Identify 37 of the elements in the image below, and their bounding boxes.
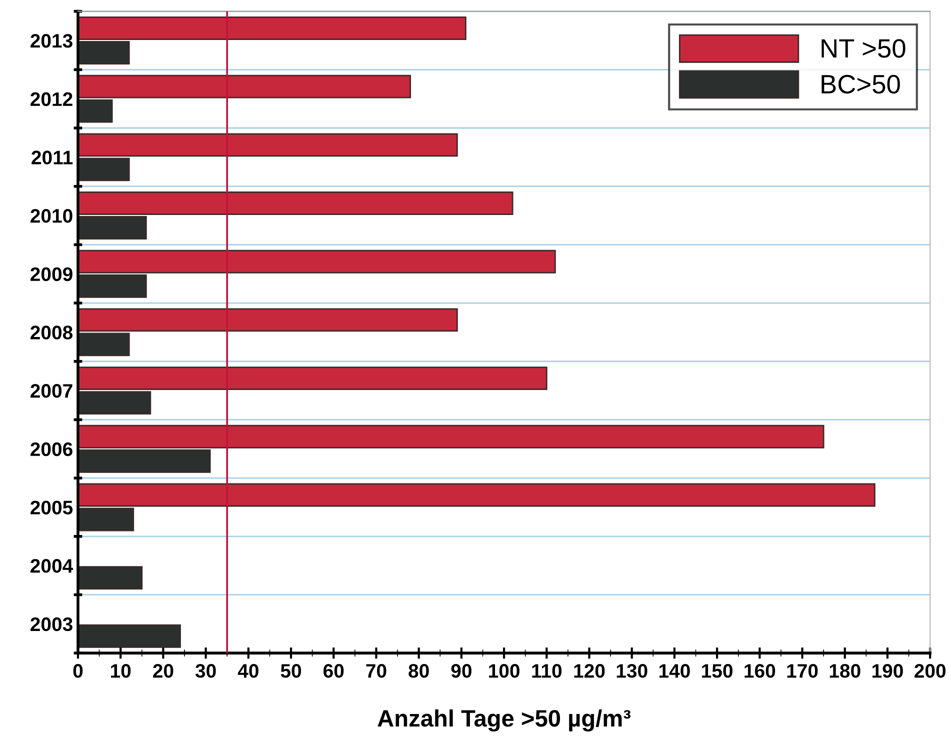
legend-label: NT >50: [822, 39, 906, 58]
legend-label: BC>50: [822, 74, 900, 94]
x-tick-label: 170: [787, 664, 818, 678]
x-tick-label: 110: [532, 664, 562, 678]
x-tick-label: 30: [195, 664, 216, 678]
x-tick-label: 20: [153, 664, 174, 678]
y-tick-label: 2013: [30, 34, 72, 48]
bar: [78, 566, 143, 590]
x-tick-label: 40: [238, 664, 258, 678]
bar: [78, 624, 181, 648]
x-tick-label: 180: [830, 664, 860, 678]
x-tick-label: 150: [702, 664, 732, 678]
y-tick-label: 2009: [30, 267, 72, 282]
y-tick-label: 2012: [30, 92, 72, 106]
x-tick-label: 120: [574, 664, 605, 678]
y-tick-label: 2007: [30, 384, 72, 398]
x-tick-label: 190: [872, 664, 903, 678]
x-tick-label: 50: [280, 664, 302, 678]
x-tick-label: 0: [73, 664, 83, 678]
y-tick-label: 2008: [30, 326, 73, 340]
x-tick-label: 70: [366, 664, 386, 678]
x-tick-label: 100: [489, 664, 520, 678]
y-tick-label: 2005: [30, 500, 73, 514]
x-tick-label: 10: [111, 664, 131, 678]
x-tick-label: 200: [914, 664, 946, 678]
y-tick-label: 2010: [30, 208, 72, 223]
y-tick-label: 2003: [30, 617, 72, 632]
x-tick-label: 140: [659, 664, 690, 678]
x-tick-label: 80: [408, 664, 429, 678]
y-tick-label: 2011: [32, 150, 73, 164]
x-tick-label: 90: [451, 664, 472, 678]
x-tick-label: 160: [744, 664, 776, 678]
y-tick-label: 2006: [30, 442, 72, 456]
x-tick-label: 130: [616, 664, 648, 678]
x-tick-label: 60: [324, 664, 344, 678]
y-tick-label: 2004: [30, 559, 74, 573]
x-axis-title: Anzahl Tage >50 µg/m³: [378, 709, 630, 732]
